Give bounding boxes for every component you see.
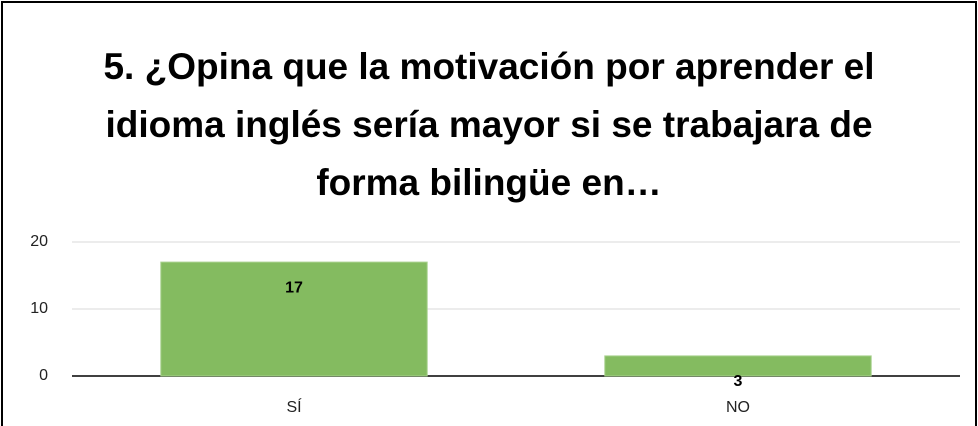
bar [160, 261, 428, 377]
y-tick-label: 20 [30, 233, 48, 250]
x-tick-label: SÍ [286, 397, 302, 416]
y-tick-label: 0 [39, 367, 48, 384]
x-tick-label: NO [726, 399, 750, 416]
data-label: 3 [734, 373, 743, 390]
y-tick-label: 10 [30, 300, 48, 317]
chart-title: 5. ¿Opina que la motivación por aprender… [103, 46, 875, 203]
bar [604, 355, 872, 377]
data-label: 17 [285, 279, 303, 296]
